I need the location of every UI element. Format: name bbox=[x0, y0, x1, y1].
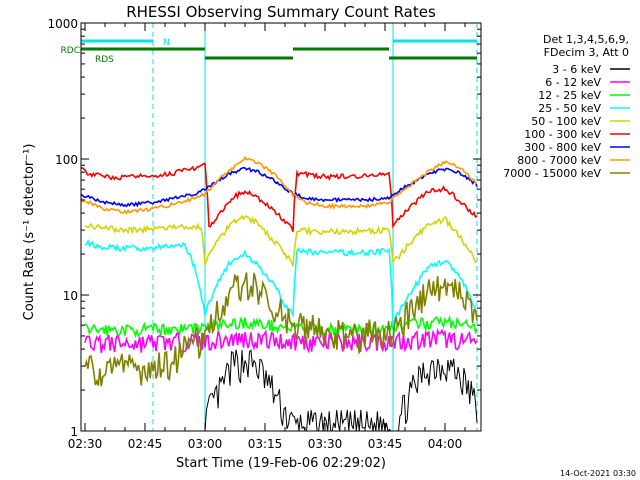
chart-title: RHESSI Observing Summary Count Rates bbox=[126, 3, 436, 21]
y-tick-label-1000: 1000 bbox=[47, 17, 78, 31]
y-tick-label-1: 1 bbox=[70, 425, 78, 439]
x-tick-label-03-30: 03:30 bbox=[308, 437, 343, 451]
legend-header-line-1: Det 1,3,4,5,6,9, bbox=[543, 33, 629, 46]
plot-frame bbox=[80, 22, 482, 432]
footer-timestamp: 14-Oct-2021 03:30 bbox=[560, 469, 636, 478]
series-line-3-6-kev bbox=[204, 349, 478, 432]
observing-flags: N RDC RDS bbox=[61, 38, 477, 65]
x-tick-label-03-45: 03:45 bbox=[368, 437, 403, 451]
y-tick-label-10: 10 bbox=[63, 289, 78, 303]
y-axis-label: Count Rate (s⁻¹ detector⁻¹) bbox=[22, 144, 37, 321]
legend-label-3-6-kev: 3 - 6 keV bbox=[552, 63, 601, 76]
axes: 02:30 02:45 03:00 03:15 03:30 03:45 04:00 1 10 10… bbox=[47, 17, 481, 451]
series-line-7000-15000-kev bbox=[84, 272, 478, 387]
x-tick-label-04-00: 04:00 bbox=[428, 437, 463, 451]
legend-header-line-2: FDecim 3, Att 0 bbox=[544, 46, 629, 59]
series-line-6-12-kev bbox=[84, 327, 478, 354]
flag-label-rdc: RDC bbox=[61, 46, 80, 56]
legend-label-50-100-kev: 50 - 100 keV bbox=[531, 115, 601, 128]
legend-label-7000-15000-kev: 7000 - 15000 keV bbox=[503, 167, 601, 180]
x-tick-label-02-30: 02:30 bbox=[68, 437, 103, 451]
x-tick-label-02-45: 02:45 bbox=[128, 437, 163, 451]
series-line-12-25-kev bbox=[84, 314, 478, 339]
series-line-100-300-kev bbox=[80, 162, 478, 232]
legend-label-300-800-kev: 300 - 800 keV bbox=[524, 141, 601, 154]
x-tick-label-03-00: 03:00 bbox=[188, 437, 223, 451]
x-tick-label-03-15: 03:15 bbox=[248, 437, 283, 451]
legend-label-800-7000-kev: 800 - 7000 keV bbox=[517, 154, 601, 167]
legend-label-100-300-kev: 100 - 300 keV bbox=[524, 128, 601, 141]
series-line-50-100-kev bbox=[84, 214, 478, 267]
x-axis-label: Start Time (19-Feb-06 02:29:02) bbox=[176, 456, 386, 471]
series-line-25-50-kev bbox=[84, 238, 478, 327]
legend-label-12-25-kev: 12 - 25 keV bbox=[538, 89, 601, 102]
series-line-800-7000-kev bbox=[80, 155, 478, 215]
legend-label-25-50-kev: 25 - 50 keV bbox=[538, 102, 601, 115]
flag-label-n: N bbox=[163, 38, 170, 48]
legend-label-6-12-kev: 6 - 12 keV bbox=[545, 76, 601, 89]
flag-label-rds: RDS bbox=[95, 55, 114, 65]
series-lines bbox=[80, 155, 478, 432]
y-tick-label-100: 100 bbox=[55, 153, 78, 167]
